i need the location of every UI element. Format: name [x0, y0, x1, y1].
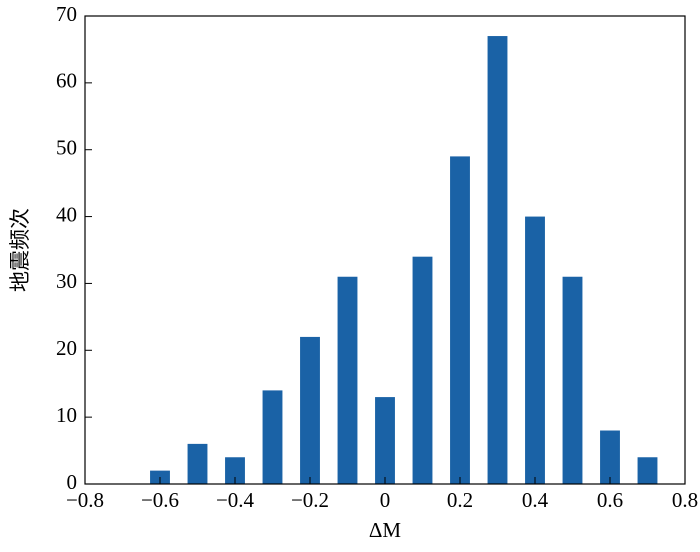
x-tick-label: −0.2 [291, 488, 329, 512]
bar [300, 336, 320, 484]
y-axis-label: 地震频次 [8, 208, 32, 292]
bar [225, 457, 245, 484]
bar [262, 390, 283, 484]
x-tick-label: −0.8 [66, 488, 104, 512]
y-tick-label: 0 [67, 470, 78, 494]
bar [562, 276, 583, 484]
x-tick-label: 0.6 [597, 488, 623, 512]
bar [525, 216, 545, 485]
y-tick-label: 10 [56, 403, 77, 427]
bar [487, 36, 508, 485]
y-tick-label: 50 [56, 136, 77, 160]
x-tick-label: −0.4 [216, 488, 255, 512]
x-axis-label: ΔM [369, 518, 402, 542]
y-tick-label: 40 [56, 202, 77, 226]
bar [637, 457, 658, 484]
x-tick-label: −0.6 [141, 488, 179, 512]
y-tick-label: 30 [56, 269, 77, 293]
x-tick-label: 0.2 [447, 488, 473, 512]
bar [450, 156, 470, 484]
y-tick-label: 60 [56, 69, 77, 93]
bar [187, 443, 208, 484]
x-tick-label: 0.4 [522, 488, 549, 512]
y-tick-label: 70 [56, 2, 77, 26]
bar [412, 256, 433, 484]
plot-frame [84, 15, 686, 485]
y-tick-label: 20 [56, 336, 77, 360]
bar [375, 397, 395, 484]
x-tick-label: 0 [380, 488, 391, 512]
x-tick-label: 0.8 [672, 488, 698, 512]
bar [600, 430, 620, 484]
bar [337, 276, 358, 484]
